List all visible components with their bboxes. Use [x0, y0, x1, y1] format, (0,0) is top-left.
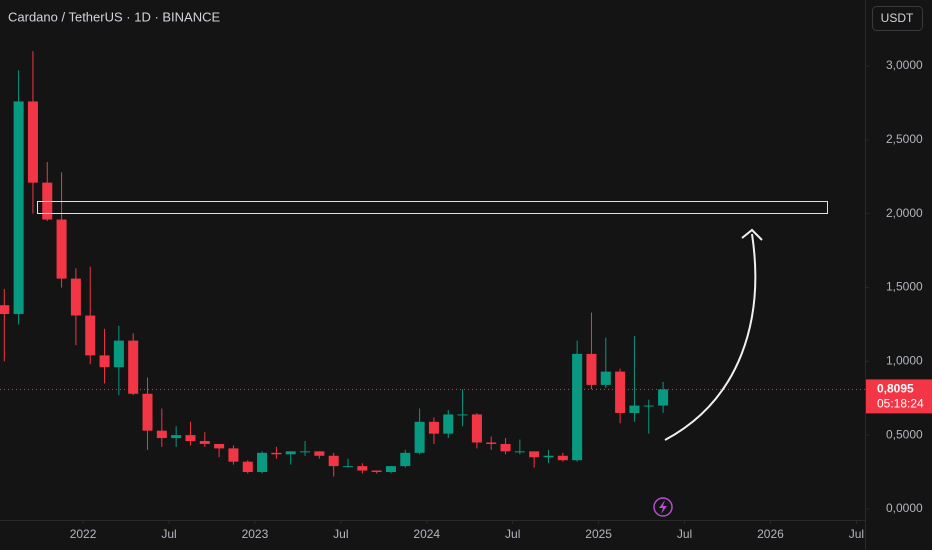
candle-body	[242, 461, 253, 473]
candle-body	[514, 451, 525, 453]
candle-body	[328, 455, 339, 467]
y-tick-label: 2,5000	[886, 132, 923, 146]
candle-body	[600, 371, 611, 385]
currency-label: USDT	[881, 11, 914, 25]
candle-body	[658, 389, 669, 406]
event-icon[interactable]	[653, 497, 673, 517]
candle-body	[85, 315, 96, 356]
candle-body	[400, 452, 411, 467]
chart-title: Cardano / TetherUS · 1D · BINANCE	[8, 9, 220, 24]
x-tick-label: Jul	[677, 527, 692, 541]
candle-body	[471, 414, 482, 443]
candle-body	[443, 414, 454, 434]
candle-body	[70, 278, 81, 316]
y-tick-label: 2,0000	[886, 206, 923, 220]
candle-body	[342, 466, 354, 468]
candle-body	[500, 443, 511, 452]
candle-body	[428, 421, 439, 434]
event-icon-bolt	[659, 500, 667, 514]
y-tick-label: 0,5000	[886, 427, 923, 441]
candle-body	[529, 451, 540, 458]
candle-body	[99, 355, 110, 368]
candle-body	[615, 371, 626, 413]
candle-body	[629, 405, 640, 413]
candle-body	[385, 466, 396, 473]
arrow-head	[741, 228, 763, 241]
candle-body	[643, 405, 654, 407]
candle-body	[228, 448, 239, 462]
candle-body	[27, 101, 38, 183]
candle-body	[156, 430, 167, 439]
x-tick-label: 2023	[242, 527, 269, 541]
candle-body	[13, 101, 24, 315]
y-tick-label: 1,5000	[886, 280, 923, 294]
candle-body	[142, 393, 153, 431]
candle-body	[0, 305, 10, 315]
last-price-label: 0,8095	[877, 382, 914, 396]
candle-body	[557, 455, 568, 461]
currency-button[interactable]	[872, 6, 923, 31]
candle-body	[271, 452, 282, 455]
y-tick-label: 1,0000	[886, 353, 923, 367]
candle-body	[128, 340, 139, 394]
candle-body	[543, 455, 554, 458]
candle-body	[357, 466, 368, 471]
x-tick-label: Jul	[849, 527, 864, 541]
candle-body	[414, 421, 425, 453]
zone-rectangle	[37, 201, 828, 214]
candle-body	[257, 452, 268, 473]
x-tick-label: 2025	[585, 527, 612, 541]
candle-body	[214, 443, 225, 449]
x-tick-label: Jul	[333, 527, 348, 541]
candle-body	[457, 414, 468, 416]
arrow-curve	[664, 233, 757, 441]
countdown-label: 05:18:24	[877, 397, 924, 411]
candle-body	[371, 470, 382, 473]
candle-body	[586, 353, 597, 385]
y-tick-label: 3,0000	[886, 58, 923, 72]
plot-area	[0, 51, 669, 477]
last-price-box	[866, 379, 932, 414]
candle-body	[185, 435, 196, 442]
x-tick-label: 2022	[70, 527, 97, 541]
candle-body	[314, 451, 325, 456]
candle-body	[572, 353, 583, 461]
candle-body	[300, 451, 311, 453]
candle-body	[285, 451, 296, 455]
x-tick-label: Jul	[161, 527, 176, 541]
x-tick-label: 2026	[757, 527, 784, 541]
candle-body	[56, 219, 67, 279]
candle-body	[113, 340, 124, 368]
candle-body	[171, 435, 182, 439]
y-tick-label: 0,0000	[886, 501, 923, 515]
x-tick-label: Jul	[505, 527, 520, 541]
candle-body	[486, 442, 497, 444]
x-tick-label: 2024	[413, 527, 440, 541]
candle-body	[199, 441, 210, 444]
